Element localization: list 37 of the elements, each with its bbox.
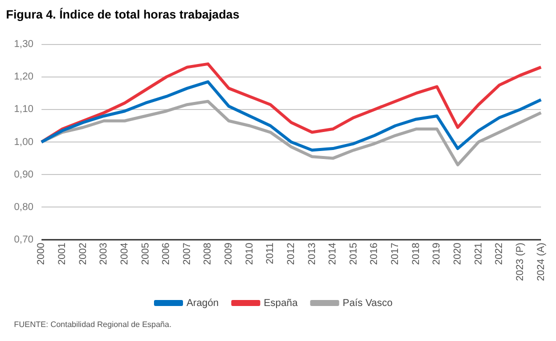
- x-tick-label: 2009: [224, 242, 235, 265]
- x-tick-label: 2006: [161, 242, 172, 265]
- y-tick-label: 1,10: [14, 104, 34, 116]
- x-tick-label: 2017: [390, 242, 402, 265]
- source-note: FUENTE: Contabilidad Regional de España.: [14, 320, 172, 329]
- x-tick-label: 2002: [78, 242, 89, 265]
- x-tick-label: 2013: [306, 242, 318, 265]
- x-tick-label: 2022: [494, 242, 506, 265]
- x-tick-label: 2012: [286, 242, 297, 265]
- x-tick-label: 2000: [36, 242, 48, 265]
- x-tick-label: 2024 (A): [536, 242, 547, 282]
- chart-title: Figura 4. Índice de total horas trabajadas: [6, 8, 240, 22]
- y-tick-label: 0,80: [14, 202, 34, 213]
- x-tick-label: 2019: [432, 242, 443, 265]
- x-tick-label: 2014: [328, 242, 339, 265]
- x-tick-label: 2001: [57, 242, 68, 265]
- x-tick-label: 2018: [410, 242, 422, 265]
- x-tick-label: 2007: [182, 242, 193, 265]
- x-tick-label: 2005: [140, 242, 152, 265]
- y-tick-label: 0,70: [14, 234, 34, 246]
- legend-label: País Vasco: [342, 298, 393, 309]
- legend-label: Aragón: [186, 298, 219, 309]
- x-tick-label: 2020: [452, 242, 464, 265]
- x-tick-label: 2008: [202, 242, 214, 265]
- x-tick-label: 2016: [369, 242, 380, 265]
- x-tick-label: 2023 (P): [514, 242, 526, 282]
- y-tick-label: 1,20: [14, 72, 34, 83]
- x-tick-label: 2004: [119, 242, 130, 265]
- x-tick-label: 2021: [473, 242, 484, 265]
- legend-label: España: [264, 298, 298, 309]
- x-tick-label: 2003: [98, 242, 110, 265]
- y-tick-label: 0,90: [14, 169, 34, 180]
- x-tick-label: 2015: [348, 242, 360, 265]
- x-tick-label: 2011: [265, 242, 276, 264]
- y-tick-label: 1,00: [14, 136, 34, 148]
- y-tick-label: 1,30: [14, 39, 34, 50]
- x-tick-label: 2010: [244, 242, 256, 265]
